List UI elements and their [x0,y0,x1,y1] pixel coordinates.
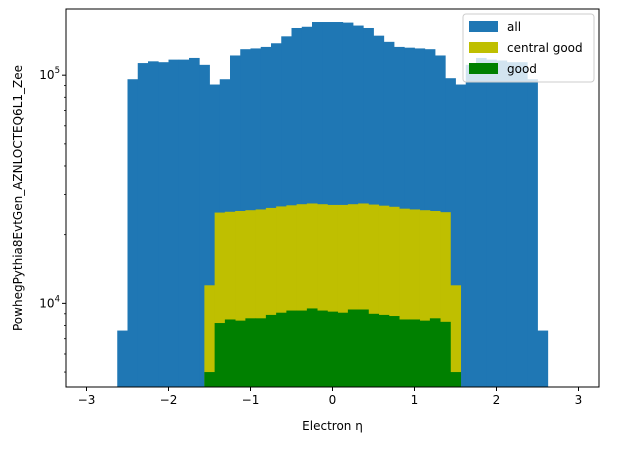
bar-central-good-21 [419,210,431,387]
series-central-good-bars [204,203,462,387]
bar-central-good-15 [358,203,369,387]
bar-good-12 [327,311,339,387]
bar-all-0 [117,330,128,387]
bar-good-7 [276,312,287,387]
bar-good-22 [429,318,441,387]
bar-central-good-12 [327,204,339,387]
bar-central-good-0 [204,285,216,387]
x-tick-label-5: 2 [493,393,501,407]
bar-good-0 [204,372,216,387]
bar-all-1 [127,79,139,388]
legend-label-good: good [507,62,537,76]
bar-central-good-1 [214,212,226,387]
y-axis-label: PowhegPythia8EvtGen_AZNLOCTEQ6L1_Zee [11,65,25,331]
bar-good-19 [399,319,410,387]
x-tick-label-0: −3 [78,393,96,407]
bar-all-6 [178,59,190,388]
bar-good-2 [224,319,236,387]
x-tick-label-1: −2 [160,393,178,407]
bar-central-good-5 [255,209,267,387]
legend: all central good good [462,13,595,83]
bar-all-40 [527,79,538,388]
bar-central-good-19 [399,208,410,387]
bar-all-21 [332,22,344,388]
bar-good-10 [306,308,318,387]
bar-central-good-11 [317,204,328,387]
bar-all-35 [476,57,487,387]
x-tick-label-4: 1 [411,393,419,407]
bar-good-1 [214,323,226,387]
bar-central-good-24 [450,285,462,387]
bar-central-good-22 [429,210,441,387]
bar-all-34 [465,64,477,388]
bar-good-9 [296,310,308,387]
bar-good-5 [255,318,267,387]
bar-good-21 [419,320,431,387]
legend-label-all: all [507,20,521,34]
bar-good-24 [450,372,462,387]
bar-all-3 [148,61,159,387]
bar-good-23 [440,321,451,387]
x-tick-label-3: 0 [329,393,337,407]
legend-label-central-good: central good [507,41,583,55]
bar-good-6 [265,314,277,387]
legend-swatch-all [469,21,498,32]
bar-central-good-4 [245,210,257,387]
bar-all-36 [486,59,497,388]
bar-good-8 [286,310,298,387]
bar-good-14 [347,309,359,387]
bar-central-good-18 [388,206,400,387]
bar-all-5 [168,59,180,388]
bar-good-13 [337,312,349,387]
bar-central-good-9 [296,204,308,387]
x-tick-label-6: 3 [575,393,583,407]
bar-central-good-10 [306,203,318,387]
bar-central-good-2 [224,211,236,387]
bar-all-37 [496,60,508,387]
legend-swatch-good [469,63,498,74]
bar-good-3 [235,320,246,387]
bar-good-4 [245,318,257,387]
bar-good-15 [358,309,369,387]
bar-all-41 [537,330,549,387]
bar-central-good-16 [368,204,380,387]
bar-central-good-6 [265,207,277,387]
bar-central-good-20 [409,209,421,387]
y-tick-label-1: 105 [39,66,60,82]
bar-central-good-13 [337,204,349,387]
axes: −3 −2 −1 0 1 2 3 104 105 Electron η PowhegPythia8E… [11,8,600,433]
legend-swatch-central-good [469,42,498,53]
bar-all-7 [189,57,200,387]
bar-central-good-7 [276,206,287,387]
x-axis-label: Electron η [302,419,363,433]
bar-central-good-3 [235,210,246,387]
bar-good-18 [388,316,400,387]
bar-good-16 [368,313,380,387]
bar-good-11 [317,310,328,387]
y-tick-label-0: 104 [39,294,60,310]
bar-central-good-14 [347,204,359,387]
bar-central-good-23 [440,212,451,387]
bar-all-39 [517,62,528,387]
bar-central-good-8 [286,205,298,387]
bar-all-38 [506,62,518,387]
bar-good-17 [378,314,390,387]
bar-all-33 [455,84,467,387]
bar-good-20 [409,319,421,387]
bar-all-2 [137,63,149,387]
series-good-bars [204,308,462,387]
bar-all-8 [199,64,210,388]
x-tick-label-2: −1 [242,393,260,407]
bar-all-4 [158,62,169,387]
bar-central-good-17 [378,205,390,387]
